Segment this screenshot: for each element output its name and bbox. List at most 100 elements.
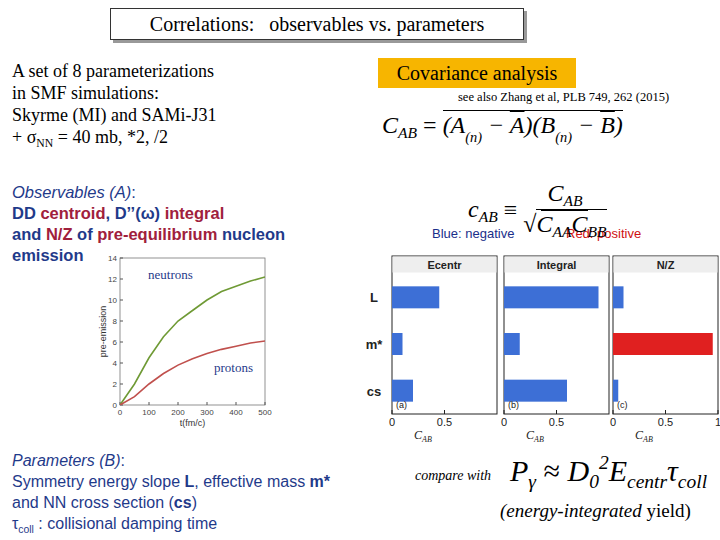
x-axis-label: CAB (414, 428, 432, 444)
text-line: and NN cross section (cs) (12, 492, 330, 513)
numerator: CAB (541, 180, 588, 211)
panel-title: Integral (537, 259, 577, 271)
text-line: A set of 8 parameterizations (12, 60, 217, 82)
text-segment: B (600, 112, 615, 138)
text-line: Parameters (B): (12, 450, 330, 471)
panel-header (614, 257, 718, 273)
series-label: protons (214, 360, 253, 375)
panel-label: (c) (617, 400, 628, 410)
x-tick (265, 402, 266, 405)
x-tick-label: 0.5 (437, 416, 452, 428)
x-tick-label: 0 (501, 416, 507, 428)
category-label: m* (366, 337, 384, 352)
x-tick-label: 0.5 (549, 416, 564, 428)
text-segment: : collisional damping time (34, 515, 217, 532)
operator: = (417, 112, 443, 138)
text-segment: emission (12, 246, 84, 264)
category-label: L (370, 290, 378, 305)
text-segment: integral (165, 204, 225, 222)
operator: ≈ (536, 454, 567, 487)
text-segment: τ (667, 454, 678, 487)
text-segment: L (185, 473, 195, 490)
x-tick (613, 410, 614, 414)
y-tick (120, 300, 123, 301)
text-segment: + σ (12, 127, 36, 147)
correlation-formula: cAB ≡ CAB√CAACBB (468, 180, 607, 242)
text-segment: in SMF simulations: (12, 83, 159, 103)
series-line (120, 277, 265, 405)
x-tick-label: 200 (171, 408, 185, 417)
y-tick (120, 258, 123, 259)
slide-title: Correlations: observables vs. parameters (110, 8, 524, 40)
x-tick (444, 410, 445, 414)
formula-lhs: cAB (468, 196, 498, 226)
text-line: in SMF simulations: (12, 82, 217, 104)
text-segment: 0 (589, 471, 599, 492)
operator: ≡ (498, 197, 524, 224)
covariance-formula: CAB = (A(n) − A)(B(n) − B) (382, 112, 623, 146)
x-tick-label: 1 (715, 416, 720, 428)
text-segment: centr (627, 471, 667, 492)
y-axis-label: pre-emission (98, 306, 108, 358)
text-segment: coll (18, 524, 34, 535)
text-segment: , D’’(ω) (106, 204, 165, 222)
text-segment: : (131, 183, 136, 201)
text-segment: γ (528, 471, 536, 492)
series-label: neutrons (148, 267, 193, 282)
panel-label: (b) (508, 400, 519, 410)
text-segment: NN (36, 137, 53, 150)
bar (613, 333, 713, 355)
fraction: CAB√CAACBB (523, 180, 606, 242)
panel-frame (613, 256, 718, 414)
x-tick-label: 500 (258, 408, 272, 417)
text-segment: and NN cross section ( (12, 494, 174, 511)
text-segment: AA (552, 224, 571, 241)
panel-title: Ecentr (427, 259, 462, 271)
text-segment: P (510, 454, 528, 487)
text-line: Skyrme (MI) and SAMi-J31 (12, 104, 217, 126)
text-segment: D (567, 454, 589, 487)
text-segment: C (536, 211, 552, 237)
text-segment: ) (192, 494, 197, 511)
panel-header (505, 257, 609, 273)
text-segment: ) (615, 112, 623, 138)
text-segment: of (73, 225, 98, 243)
text-segment: C (382, 112, 398, 138)
legend-note: Blue: negative (432, 226, 514, 241)
x-tick (556, 410, 557, 414)
bar-group (504, 286, 599, 401)
y-tick-label: 6 (113, 338, 118, 347)
bar (392, 380, 413, 402)
text-segment: DD (12, 204, 40, 222)
y-tick-label: 0 (113, 401, 118, 410)
x-tick (207, 402, 208, 405)
bar (504, 286, 599, 308)
text-segment: AB (563, 192, 582, 209)
text-segment: Blue: negative (432, 226, 514, 241)
panel-header (393, 257, 497, 273)
compare-text: compare with (415, 468, 491, 484)
text-segment: (n) (465, 129, 482, 145)
y-tick (120, 384, 123, 385)
text-line: + σNN = 40 mb, *2, /2 (12, 126, 217, 155)
text-segment: 2 (599, 452, 609, 473)
text-line: τcoll : collisional damping time (12, 513, 330, 540)
y-tick-label: 8 (113, 317, 118, 326)
text-segment: (energy-integrated (500, 500, 647, 521)
text-segment: Symmetry energy slope (12, 473, 185, 490)
x-axis-label: CAB (526, 428, 544, 444)
series-line (120, 341, 265, 405)
text-line: and N/Z of pre-equilibrium nucleon (12, 224, 285, 245)
text-segment: yield) (647, 500, 691, 521)
x-axis-label: t(fm/c) (180, 418, 206, 428)
charts-layer: 010020030040050002468101214t(fm/c)pre-em… (0, 0, 720, 540)
yield-formula: Pγ ≈ D02Ecentrτcoll (510, 452, 707, 493)
text-segment: m* (310, 473, 330, 490)
panel-title: N/Z (657, 259, 675, 271)
reference: see also Zhang et al, PLB 749, 262 (2015… (458, 90, 669, 105)
text-segment: E (609, 454, 627, 487)
text-segment: Observables (A) (12, 183, 131, 201)
text-segment: τ (12, 515, 18, 532)
text-segment: AB (398, 124, 417, 141)
y-tick (120, 321, 123, 322)
